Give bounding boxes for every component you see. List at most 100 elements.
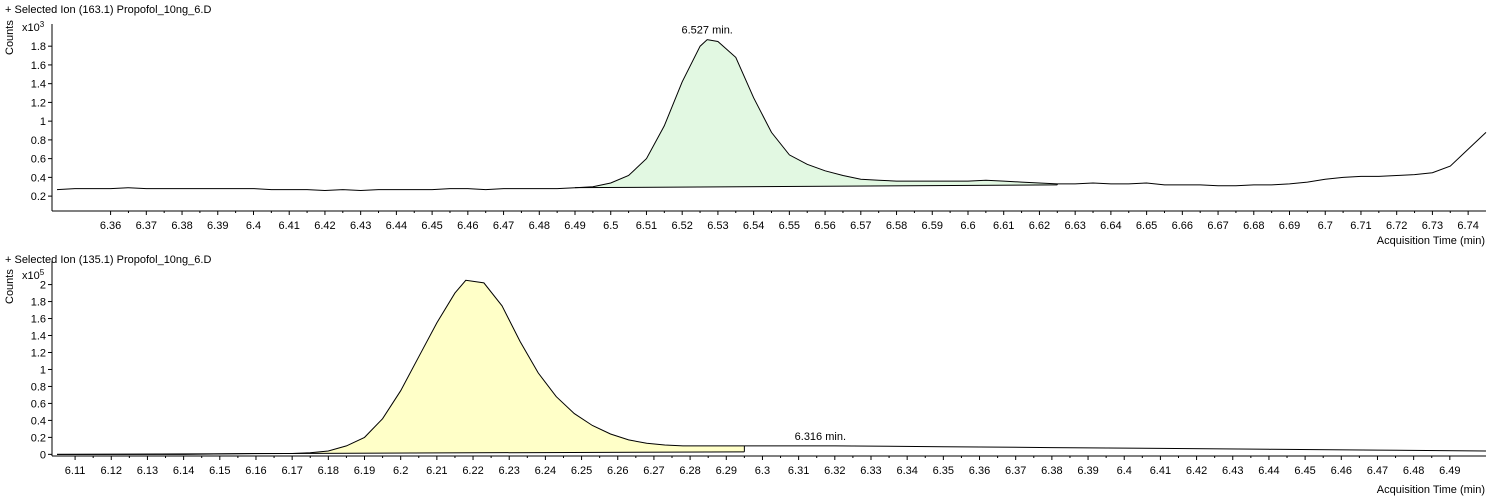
y-tick-label: 1.8 — [31, 41, 46, 53]
x-tick-label: 6.62 — [1029, 220, 1050, 232]
x-tick-label: 6.14 — [173, 465, 194, 477]
x-tick-label: 6.53 — [707, 220, 728, 232]
x-tick-label: 6.67 — [1207, 220, 1228, 232]
x-tick-label: 6.41 — [1150, 465, 1171, 477]
x-tick-label: 6.59 — [922, 220, 943, 232]
y-tick-label: 0.2 — [31, 191, 46, 203]
x-tick-label: 6.36 — [969, 465, 990, 477]
x-tick-label: 6.21 — [426, 465, 447, 477]
chromatogram-163-chart: + Selected Ion (163.1) Propofol_10ng_6.D… — [4, 4, 1487, 247]
x-tick-label: 6.49 — [1439, 465, 1460, 477]
y-tick-label: 2 — [40, 280, 46, 292]
integration-baseline — [575, 184, 1058, 189]
peak-area — [57, 280, 745, 455]
peak-rt-label: 6.527 min. — [682, 25, 733, 37]
x-tick-label: 6.64 — [1100, 220, 1121, 232]
x-tick-label: 6.52 — [671, 220, 692, 232]
y-tick-label: 0.6 — [31, 154, 46, 166]
x-tick-label: 6.39 — [207, 220, 228, 232]
chart-title: + Selected Ion (163.1) Propofol_10ng_6.D — [5, 4, 211, 16]
x-tick-label: 6.38 — [171, 220, 192, 232]
x-tick-label: 6.41 — [279, 220, 300, 232]
y-tick-label: 1.2 — [31, 347, 46, 359]
x-tick-label: 6.35 — [933, 465, 954, 477]
peak-rt-label: 6.316 min. — [795, 431, 846, 443]
chart-title: + Selected Ion (135.1) Propofol_10ng_6.D — [5, 254, 211, 266]
y-tick-label: 1.8 — [31, 297, 46, 309]
x-tick-label: 6.2 — [393, 465, 408, 477]
y-tick-label: 1 — [40, 116, 46, 128]
x-axis-label: Acquisition Time (min) — [1377, 484, 1485, 496]
x-tick-label: 6.39 — [1077, 465, 1098, 477]
x-tick-label: 6.11 — [65, 465, 86, 477]
x-tick-label: 6.17 — [281, 465, 302, 477]
y-tick-label: 0.8 — [31, 381, 46, 393]
x-tick-label: 6.44 — [1258, 465, 1279, 477]
x-tick-label: 6.26 — [607, 465, 628, 477]
y-tick-label: 1.2 — [31, 97, 46, 109]
x-tick-label: 6.43 — [1222, 465, 1243, 477]
x-tick-label: 6.66 — [1172, 220, 1193, 232]
x-tick-label: 6.22 — [462, 465, 483, 477]
x-tick-label: 6.34 — [896, 465, 917, 477]
x-tick-label: 6.38 — [1041, 465, 1062, 477]
signal-trace — [56, 39, 1487, 192]
x-tick-label: 6.6 — [960, 220, 975, 232]
y-tick-label: 1.4 — [31, 79, 46, 91]
x-tick-label: 6.57 — [850, 220, 871, 232]
x-tick-label: 6.45 — [421, 220, 442, 232]
x-tick-label: 6.58 — [886, 220, 907, 232]
x-tick-label: 6.33 — [860, 465, 881, 477]
x-tick-label: 6.12 — [101, 465, 122, 477]
x-tick-label: 6.42 — [1186, 465, 1207, 477]
x-tick-label: 6.63 — [1064, 220, 1085, 232]
x-tick-label: 6.7 — [1318, 220, 1333, 232]
y-tick-label: 0.2 — [31, 432, 46, 444]
x-tick-label: 6.23 — [499, 465, 520, 477]
y-multiplier: x103 — [22, 20, 45, 34]
y-tick-label: 1.6 — [31, 314, 46, 326]
x-tick-label: 6.47 — [1367, 465, 1388, 477]
x-tick-label: 6.3 — [755, 465, 770, 477]
y-tick-label: 0.8 — [31, 135, 46, 147]
x-tick-label: 6.45 — [1294, 465, 1315, 477]
x-tick-label: 6.71 — [1350, 220, 1371, 232]
y-tick-label: 0.4 — [31, 172, 46, 184]
y-tick-label: 0.6 — [31, 398, 46, 410]
x-tick-label: 6.19 — [354, 465, 375, 477]
x-tick-label: 6.32 — [824, 465, 845, 477]
chromatogram-135-chart: + Selected Ion (135.1) Propofol_10ng_6.D… — [4, 254, 1487, 496]
x-tick-label: 6.54 — [743, 220, 764, 232]
y-axis-label: Counts — [4, 269, 16, 304]
x-tick-label: 6.48 — [529, 220, 550, 232]
x-axis-label: Acquisition Time (min) — [1377, 235, 1485, 247]
x-tick-label: 6.68 — [1243, 220, 1264, 232]
x-tick-label: 6.46 — [1331, 465, 1352, 477]
x-tick-label: 6.31 — [788, 465, 809, 477]
x-tick-label: 6.15 — [209, 465, 230, 477]
y-tick-label: 1 — [40, 364, 46, 376]
x-tick-label: 6.13 — [137, 465, 158, 477]
x-tick-label: 6.65 — [1136, 220, 1157, 232]
x-tick-label: 6.43 — [350, 220, 371, 232]
x-tick-label: 6.46 — [457, 220, 478, 232]
x-tick-label: 6.48 — [1403, 465, 1424, 477]
y-multiplier: x105 — [22, 268, 45, 282]
x-tick-label: 6.42 — [314, 220, 335, 232]
peak-area — [575, 39, 1058, 188]
x-tick-label: 6.4 — [246, 220, 261, 232]
y-tick-label: 1.4 — [31, 331, 46, 343]
y-axis-label: Counts — [4, 20, 16, 55]
x-tick-label: 6.36 — [100, 220, 121, 232]
x-tick-label: 6.27 — [643, 465, 664, 477]
x-tick-label: 6.72 — [1386, 220, 1407, 232]
x-tick-label: 6.44 — [386, 220, 407, 232]
y-tick-label: 0.4 — [31, 415, 46, 427]
x-tick-label: 6.24 — [535, 465, 556, 477]
x-tick-label: 6.37 — [1005, 465, 1026, 477]
x-tick-label: 6.29 — [716, 465, 737, 477]
x-tick-label: 6.28 — [679, 465, 700, 477]
signal-trace — [57, 279, 1487, 455]
x-tick-label: 6.37 — [136, 220, 157, 232]
